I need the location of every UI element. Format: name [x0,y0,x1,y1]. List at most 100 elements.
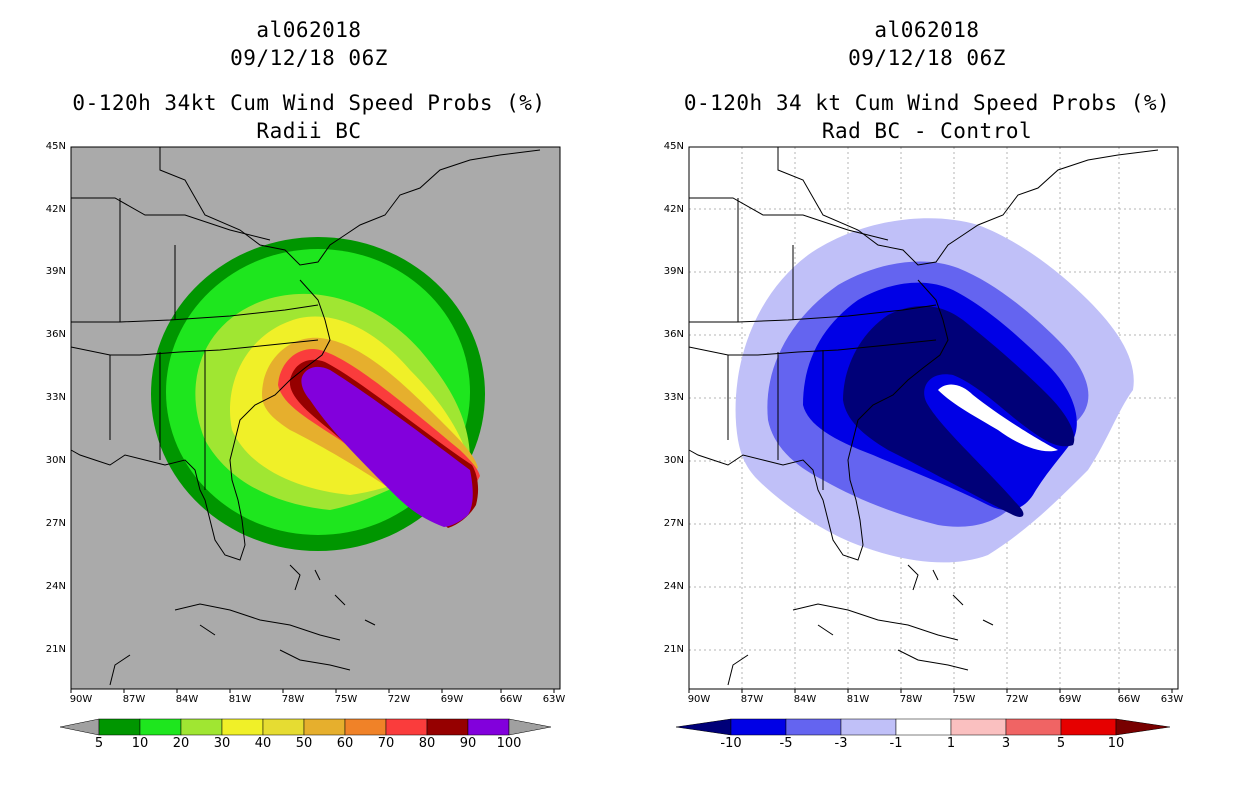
lat-label: 36N [663,329,684,340]
lon-label: 69W [1058,694,1082,705]
state-lines-vertical [727,198,824,490]
lat-label: 33N [45,392,66,403]
lon-label: 87W [740,694,764,705]
map-frame [688,146,1179,690]
lon-label: 75W [334,694,358,705]
colorbar-label: -3 [834,736,848,751]
lon-label: 78W [281,694,305,705]
lon-label: 78W [899,694,923,705]
east-gulf-coast [688,279,949,561]
colorbar-swatch-5 [262,718,305,736]
coastlines [70,147,541,686]
colorbar-swatch-8 [385,718,428,736]
lon-label: 84W [793,694,817,705]
colorbar-swatch-5 [950,718,1007,736]
colorbar-label: -1 [889,736,903,751]
lat-label: 21N [663,644,684,655]
lat-label: 36N [45,329,66,340]
product-title: 0-120h 34 kt Cum Wind Speed Probs (%) [683,91,1171,115]
state-line-3 [71,197,271,241]
probability-contours [151,237,485,551]
colorbar-swatch-9 [426,718,469,736]
lat-label: 30N [663,455,684,466]
state-line-3 [689,197,889,241]
colorbar-under [675,718,732,736]
colorbar-swatch-3 [840,718,897,736]
colorbar-label: 5 [1056,736,1066,751]
probability-map [59,146,561,736]
lat-label: 39N [663,266,684,277]
state-line-2 [689,304,937,323]
northeast-coast [159,147,541,266]
lon-label: 75W [952,694,976,705]
product-title: 0-120h 34kt Cum Wind Speed Probs (%) [72,91,546,115]
lon-label: 66W [499,694,523,705]
datetime-title: 09/12/18 06Z [230,46,388,70]
colorbar-swatch-3 [180,718,223,736]
state-line-2 [71,304,319,323]
state-lines-vertical [109,198,206,490]
colorbar-label: 80 [418,736,436,751]
contour-100 [301,366,473,527]
lon-label: 90W [687,694,711,705]
lat-label: 27N [663,518,684,529]
storm-id-title: al062018 [874,18,980,42]
colorbar-label: 10 [131,736,149,751]
colorbar-label: -5 [779,736,793,751]
colorbar [675,718,1171,736]
colorbar-swatch-4 [895,718,952,736]
colorbar-label: 100 [496,736,522,751]
lat-label: 45N [663,141,684,152]
lat-label: 42N [663,204,684,215]
east-gulf-coast [70,279,331,561]
lat-label: 45N [45,141,66,152]
colorbar-swatch-6 [1005,718,1062,736]
colorbar-swatch-7 [1060,718,1117,736]
colorbar-label: 1 [946,736,956,751]
datetime-title: 09/12/18 06Z [848,46,1006,70]
colorbar-swatch-1 [98,718,141,736]
colorbar-label: 50 [295,736,313,751]
colorbar-swatch-10 [467,718,510,736]
colorbar-label: 10 [1107,736,1125,751]
colorbar-label: 30 [213,736,231,751]
subtitle: Radii BC [256,119,362,143]
colorbar-swatch-2 [139,718,182,736]
colorbar-label: 3 [1001,736,1011,751]
lat-label: 24N [45,581,66,592]
colorbar-swatch-6 [303,718,346,736]
caribbean-islands [109,603,351,686]
right-panel: al062018 09/12/18 06Z 0-120h 34 kt Cum W… [618,0,1236,800]
lon-label: 72W [387,694,411,705]
colorbar-over [1115,718,1171,736]
colorbar-label: 60 [336,736,354,751]
contour-below-minus-10 [843,305,1075,517]
colorbar-label: 70 [377,736,395,751]
storm-id-title: al062018 [256,18,362,42]
left-panel: al062018 09/12/18 06Z 0-120h 34kt Cum Wi… [45,18,566,751]
colorbar-swatch-1 [730,718,787,736]
lat-label: 30N [45,455,66,466]
colorbar-swatch-7 [344,718,387,736]
lat-label: 21N [45,644,66,655]
subtitle: Rad BC - Control [821,119,1033,143]
lon-label: 63W [542,694,566,705]
lon-label: 87W [122,694,146,705]
lon-label: 90W [69,694,93,705]
lat-label: 24N [663,581,684,592]
colorbar-swatch-4 [221,718,264,736]
bahamas [289,564,376,626]
lon-label: 66W [1117,694,1141,705]
northeast-coast [777,147,1159,266]
axis-ticks [688,689,1173,693]
lat-label: 39N [45,266,66,277]
bahamas [907,564,994,626]
colorbar-label: 20 [172,736,190,751]
lon-label: 63W [1160,694,1184,705]
coastlines [688,147,1159,686]
lon-label: 72W [1005,694,1029,705]
colorbar-label: 5 [94,736,104,751]
caribbean-islands [727,603,969,686]
lon-label: 84W [175,694,199,705]
contour-near-zero [938,384,1058,452]
